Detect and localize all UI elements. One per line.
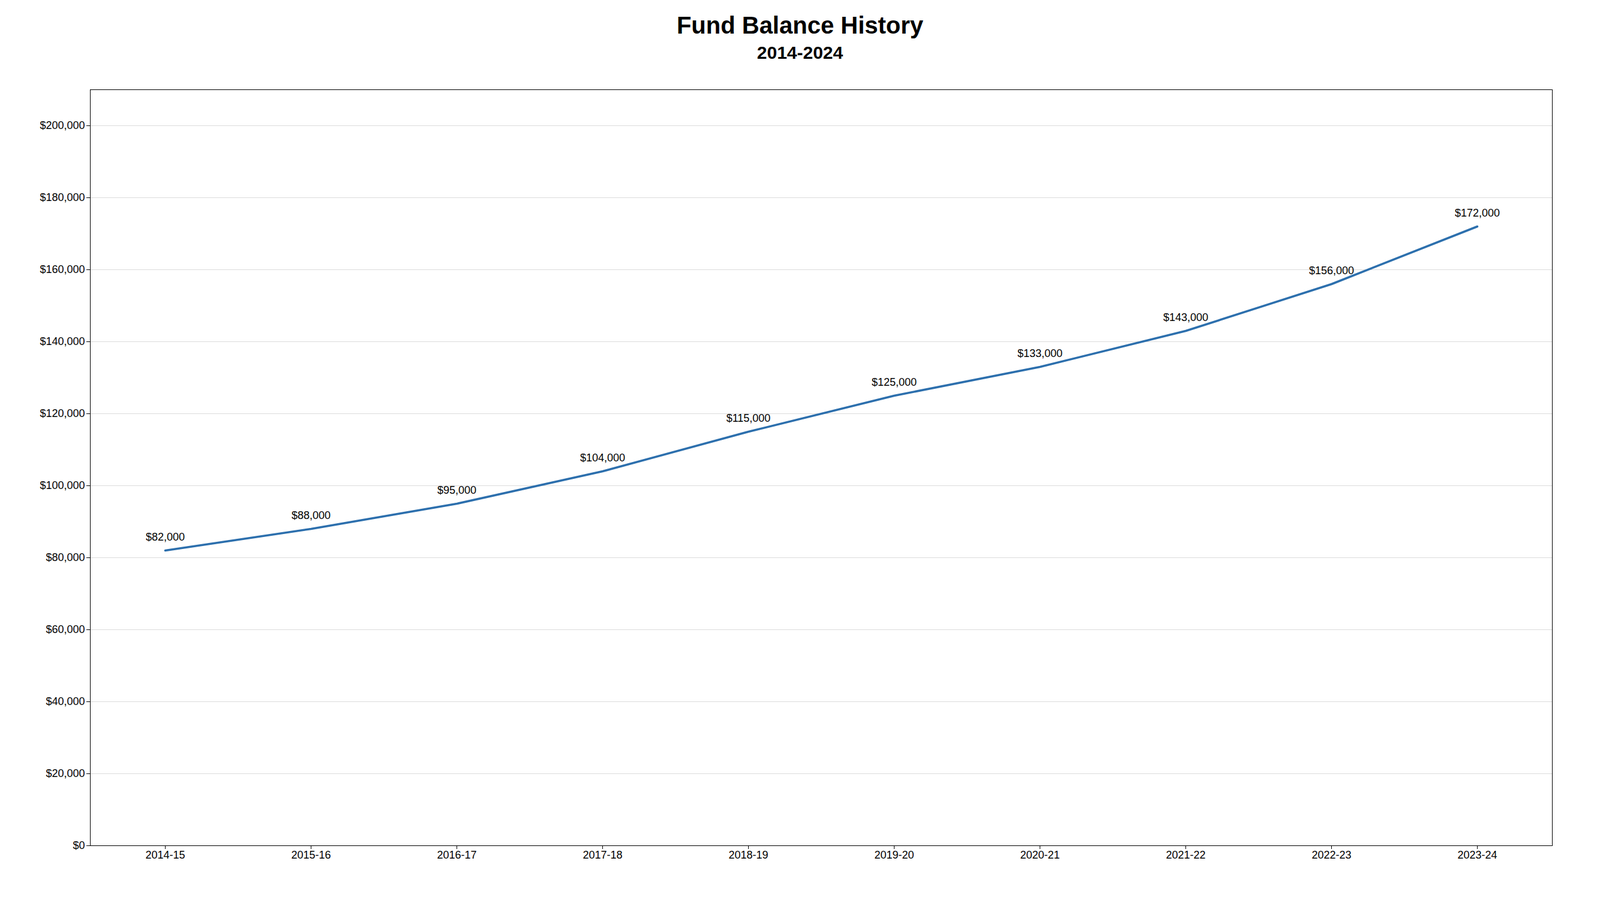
- svg-text:$115,000: $115,000: [726, 412, 771, 425]
- svg-text:2022-23: 2022-23: [1311, 848, 1352, 861]
- svg-text:$133,000: $133,000: [1017, 347, 1063, 360]
- svg-text:$82,000: $82,000: [145, 530, 185, 543]
- svg-text:$125,000: $125,000: [871, 376, 917, 389]
- svg-text:$100,000: $100,000: [39, 479, 85, 492]
- svg-text:$104,000: $104,000: [580, 451, 626, 464]
- svg-text:$20,000: $20,000: [45, 767, 85, 780]
- svg-text:2018-19: 2018-19: [728, 848, 768, 861]
- svg-text:2021-22: 2021-22: [1165, 848, 1206, 861]
- svg-text:$156,000: $156,000: [1309, 264, 1355, 277]
- svg-text:2017-18: 2017-18: [582, 848, 623, 861]
- svg-text:$172,000: $172,000: [1454, 206, 1500, 219]
- svg-text:$0: $0: [72, 839, 85, 852]
- svg-text:2023-24: 2023-24: [1457, 848, 1497, 861]
- svg-text:$120,000: $120,000: [39, 407, 85, 420]
- svg-text:2020-21: 2020-21: [1019, 848, 1060, 861]
- svg-text:$140,000: $140,000: [39, 335, 85, 348]
- svg-text:$180,000: $180,000: [39, 191, 85, 204]
- html-text:2014-2024: 2014-2024: [756, 42, 844, 63]
- svg-text:$143,000: $143,000: [1163, 311, 1209, 324]
- svg-text:$200,000: $200,000: [39, 119, 85, 132]
- svg-text:2019-20: 2019-20: [874, 848, 914, 861]
- svg-text:$160,000: $160,000: [39, 263, 85, 276]
- svg-text:2015-16: 2015-16: [290, 848, 331, 861]
- svg-text:2014-15: 2014-15: [145, 848, 185, 861]
- svg-text:$40,000: $40,000: [45, 695, 85, 708]
- svg-text:$95,000: $95,000: [437, 484, 477, 497]
- svg-text:2016-17: 2016-17: [436, 848, 477, 861]
- html-text:Fund Balance History: Fund Balance History: [676, 11, 924, 39]
- svg-text:$60,000: $60,000: [45, 623, 85, 636]
- svg-text:$88,000: $88,000: [291, 509, 331, 522]
- svg-text:$80,000: $80,000: [45, 551, 85, 564]
